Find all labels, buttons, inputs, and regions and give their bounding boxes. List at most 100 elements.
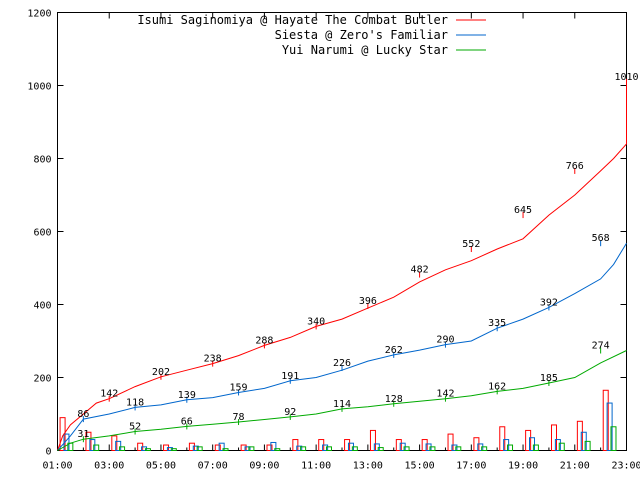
series-line — [57, 350, 627, 451]
data-label: 396 — [359, 296, 377, 307]
data-label: 340 — [307, 316, 325, 327]
hourly-bar — [266, 444, 273, 451]
hourly-bar — [300, 446, 307, 452]
hourly-bar — [429, 446, 436, 452]
data-label: 66 — [181, 416, 193, 427]
x-tick-label: 13:00 — [353, 461, 383, 472]
hourly-bar — [115, 440, 122, 451]
hourly-bar — [196, 446, 203, 452]
hourly-bar — [529, 437, 536, 452]
x-tick-label: 05:00 — [146, 461, 176, 472]
data-label: 191 — [281, 371, 299, 382]
data-label: 262 — [385, 345, 403, 356]
data-label: 226 — [333, 358, 351, 369]
x-tick-label: 23:00 — [611, 461, 640, 472]
data-label: 482 — [411, 265, 429, 276]
hourly-bar — [610, 426, 617, 451]
x-tick-label: 01:00 — [42, 461, 72, 472]
y-tick-label: 400 — [33, 301, 51, 312]
hourly-bar — [63, 433, 70, 452]
hourly-bar — [395, 439, 402, 451]
hourly-bar — [325, 446, 332, 452]
hourly-bar — [119, 446, 126, 452]
hourly-bar — [218, 442, 225, 452]
data-label: 162 — [488, 381, 506, 392]
hourly-bar — [344, 439, 351, 451]
x-tick-label: 09:00 — [249, 461, 279, 472]
y-tick-label: 200 — [33, 374, 51, 385]
data-label: 766 — [566, 161, 584, 172]
legend-label: Isumi Saginomiya @ Hayate The Combat But… — [137, 13, 448, 27]
x-tick-label: 11:00 — [301, 461, 331, 472]
hourly-bar — [248, 446, 255, 452]
x-tick-label: 03:00 — [94, 461, 124, 472]
hourly-bar — [403, 446, 410, 452]
x-tick-label: 15:00 — [405, 461, 435, 472]
x-tick-label: 19:00 — [508, 461, 538, 472]
data-label: 139 — [178, 390, 196, 401]
data-label: 288 — [255, 335, 273, 346]
data-label: 86 — [77, 409, 89, 420]
y-tick-label: 0 — [45, 447, 51, 458]
hourly-bar — [576, 420, 583, 451]
hourly-bar — [554, 439, 561, 451]
axes: 0 200 400 600 800 1000 1200 01:00 03:00 05:00 07:0… — [27, 9, 640, 472]
hourly-bar — [144, 448, 151, 451]
hourly-bar — [447, 433, 454, 452]
data-label: 274 — [592, 340, 610, 351]
data-label: 552 — [462, 239, 480, 250]
legend: Isumi Saginomiya @ Hayate The Combat But… — [137, 13, 486, 57]
hourly-bar — [270, 441, 277, 452]
x-tick-label: 07:00 — [198, 461, 228, 472]
hourly-bar — [296, 445, 303, 451]
hourly-bar — [188, 442, 195, 452]
data-label: 568 — [592, 233, 610, 244]
hourly-bar — [507, 444, 514, 451]
legend-label: Yui Narumi @ Lucky Star — [282, 43, 448, 57]
bars-layer — [59, 389, 617, 452]
data-label: 238 — [204, 354, 222, 365]
hourly-bar — [274, 448, 281, 451]
data-label: 290 — [436, 335, 454, 346]
hourly-bar — [525, 429, 532, 451]
hourly-bar — [499, 426, 506, 451]
hourly-bar — [351, 446, 358, 452]
data-label: 392 — [540, 297, 558, 308]
hourly-bar — [550, 424, 557, 452]
lines-layer — [57, 81, 627, 451]
hourly-bar — [558, 442, 565, 452]
hourly-bar — [85, 431, 92, 451]
data-labels-layer: 142 202 238 288 340 396 482 552 645 766 1010 86 118 1… — [77, 72, 639, 443]
data-label: 1010 — [614, 72, 638, 83]
hourly-bar — [369, 429, 376, 451]
legend-label: Siesta @ Zero's Familiar — [275, 28, 448, 42]
hourly-bar — [481, 446, 488, 452]
y-tick-label: 1000 — [27, 82, 51, 93]
hourly-bar — [170, 448, 177, 451]
data-label: 78 — [233, 412, 245, 423]
hourly-bar — [93, 444, 100, 451]
hourly-bar — [322, 444, 329, 451]
data-label: 185 — [540, 373, 558, 384]
y-tick-label: 800 — [33, 155, 51, 166]
data-label: 128 — [385, 394, 403, 405]
hourly-bar — [421, 439, 428, 451]
data-label: 159 — [230, 382, 248, 393]
hourly-bar — [240, 444, 247, 451]
x-tick-label: 17:00 — [456, 461, 486, 472]
data-label: 335 — [488, 318, 506, 329]
data-label: 142 — [100, 389, 118, 400]
hourly-bar — [602, 389, 609, 451]
series-line — [57, 81, 627, 451]
hourly-bar — [214, 444, 221, 451]
hourly-bar — [451, 444, 458, 451]
hourly-bar — [455, 446, 462, 452]
data-label: 114 — [333, 399, 351, 410]
hourly-bar — [192, 445, 199, 451]
data-label: 52 — [129, 422, 141, 433]
hourly-bar — [532, 444, 539, 451]
data-label: 202 — [152, 367, 170, 378]
data-label: 142 — [436, 389, 454, 400]
hourly-bar — [584, 440, 591, 451]
